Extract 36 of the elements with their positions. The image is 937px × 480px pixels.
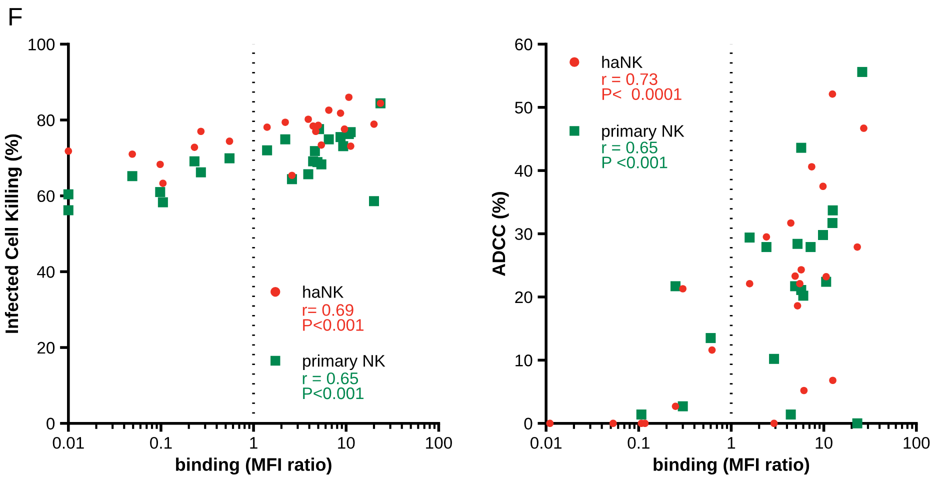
x-axis-title: binding (MFI ratio): [176, 458, 332, 475]
y-tick-label: 100: [28, 38, 55, 50]
annotation: r= 0.69 P<0.001: [302, 304, 364, 331]
x-tick-label: 0.1: [628, 436, 650, 449]
y-tick-label: 20: [38, 342, 55, 354]
y-axis-title: Infected Cell Killing (%): [4, 134, 22, 333]
x-tick-label: 10: [816, 436, 832, 449]
legend-label: haNK: [303, 286, 344, 298]
x-tick-label: 1: [728, 437, 736, 449]
text: F: [10, 8, 22, 26]
x-axis-title: binding (MFI ratio): [654, 458, 810, 475]
x-tick-label: 10: [338, 436, 355, 449]
y-tick-label: 60: [38, 190, 55, 202]
annotation: r = 0.65 P<0.001: [302, 372, 364, 400]
y-tick-label: 0: [524, 418, 532, 430]
legend-label: haNK: [602, 56, 643, 68]
y-tick-label: 80: [37, 114, 55, 126]
annotation: r = 0.65 P <0.001: [602, 142, 668, 168]
y-tick-label: 20: [515, 291, 532, 304]
x-tick-label: 100: [904, 436, 930, 449]
annotation: r = 0.73 P< 0.0001: [602, 73, 682, 100]
y-tick-label: 60: [515, 38, 532, 50]
x-tick-label: 0.01: [52, 436, 84, 449]
y-tick-label: 40: [514, 164, 532, 177]
x-tick-label: 0.01: [530, 436, 562, 449]
y-axis-title: ADCC (%): [492, 192, 509, 276]
y-tick-label: 0: [46, 418, 55, 430]
y-tick-label: 50: [515, 102, 532, 114]
y-tick-label: 40: [37, 266, 55, 278]
x-tick-label: 0.1: [150, 436, 172, 449]
x-tick-label: 100: [426, 436, 452, 449]
legend-label: primary NK: [303, 354, 386, 370]
y-tick-label: 30: [514, 228, 532, 240]
y-tick-label: 10: [516, 354, 532, 366]
legend-label: primary NK: [602, 124, 684, 140]
x-tick-label: 1: [250, 437, 258, 449]
